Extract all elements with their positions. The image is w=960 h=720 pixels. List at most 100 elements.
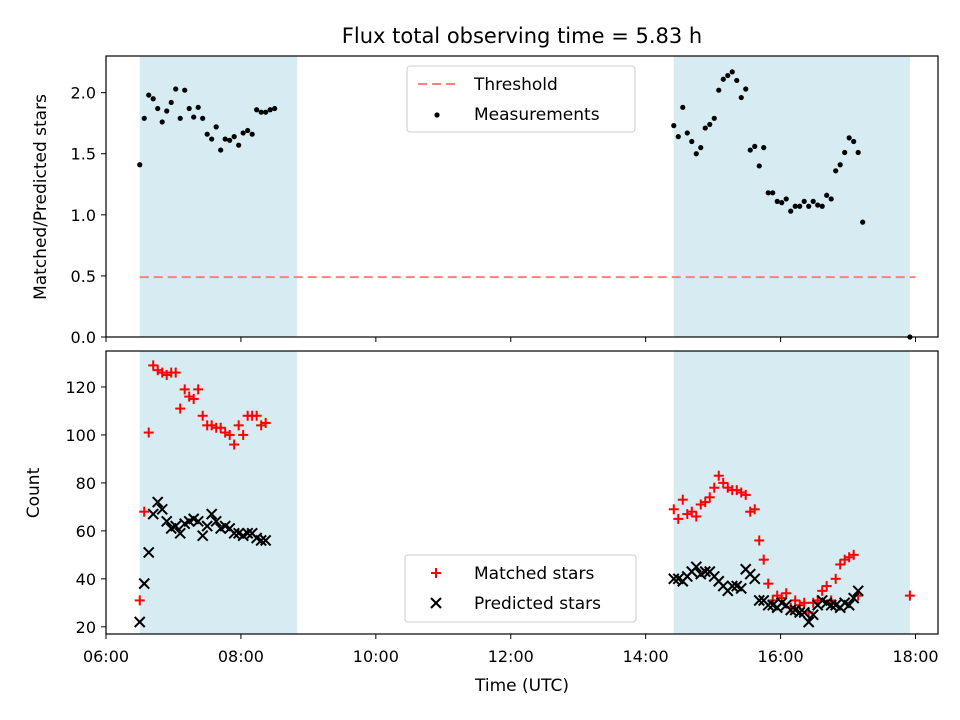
top-shaded-interval (673, 56, 910, 337)
top-shaded-interval (139, 56, 298, 337)
predicted-star-point-b (825, 599, 837, 611)
bottom-y-tick-label: 100 (65, 426, 96, 445)
measurement-point (240, 130, 246, 136)
predicted-star-point (134, 616, 146, 628)
measurement-point (150, 96, 156, 102)
matched-star-point (754, 535, 765, 546)
top-shaded-intervals (139, 56, 910, 337)
predicted-star-point-b (134, 616, 146, 628)
predicted-star-point-b (838, 597, 851, 609)
predicted-star-point (807, 609, 819, 621)
predicted-star-point-b (174, 527, 186, 539)
predicted-star-point-b (219, 520, 231, 532)
matched-star-point (215, 422, 226, 433)
predicted-star-point-b (201, 520, 213, 532)
matched-star-point (686, 506, 697, 517)
predicted-star-point-b (753, 594, 765, 607)
measurement-point (689, 138, 695, 145)
measurement-point (267, 107, 273, 113)
measurement-point (716, 87, 722, 93)
predicted-star-point (699, 565, 711, 578)
predicted-star-point-b (250, 532, 263, 544)
matched-star-point (238, 429, 249, 440)
measurement-point (186, 105, 192, 112)
bottom-shaded-interval (673, 351, 910, 634)
measurement-point (155, 105, 161, 112)
bottom-y-ticks: 20 40 60 80 100 120 (65, 378, 106, 637)
figure-title: Flux total observing time = 5.83 h (342, 24, 702, 48)
predicted-star-point (196, 529, 209, 542)
measurement-point (272, 105, 278, 112)
measurement-point (231, 134, 237, 140)
matched-star-point (848, 549, 859, 560)
measurement-point (200, 115, 206, 121)
measurement-point (855, 149, 861, 156)
legend-predicted-swatch (430, 597, 442, 609)
measurement-point (810, 198, 816, 204)
predicted-star-point (785, 604, 797, 616)
measurement-point (258, 109, 264, 115)
measurement-point (846, 135, 852, 141)
measurement-point (182, 87, 188, 93)
matched-star-point (790, 595, 801, 606)
predicted-star-point-b (731, 580, 743, 592)
matched-star-point (704, 492, 715, 503)
top-legend-box (406, 65, 636, 133)
predicted-star-point (726, 580, 738, 592)
measurement-point (693, 151, 699, 157)
matched-star-point (677, 494, 688, 505)
matched-star-point (143, 427, 154, 438)
predicted-star-point-b (798, 606, 810, 619)
matched-star-point (193, 384, 204, 395)
predicted-star-point (798, 606, 810, 619)
predicted-star-point-b (170, 520, 182, 532)
measurement-point (218, 147, 224, 153)
legend-threshold-label: Threshold (473, 75, 558, 95)
measurement-point (725, 72, 731, 79)
bottom-y-tick-label: 120 (65, 378, 96, 397)
bottom-y-axis-label: Count (24, 467, 44, 518)
measurement-point (711, 115, 717, 121)
top-y-ticks: 0.0 0.5 1.0 1.5 2.0 (71, 84, 106, 347)
predicted-star-point (259, 534, 272, 547)
top-axes-frame (105, 55, 939, 338)
top-panel: 0.00.51.01.52.0 Matched/Predicted stars … (31, 55, 939, 347)
predicted-star-point-b (776, 597, 788, 609)
measurement-point (779, 200, 785, 206)
matched-star-point (224, 429, 235, 440)
measurement-point (761, 145, 767, 151)
measurement-point (204, 131, 210, 137)
predicted-star-point-b (228, 527, 240, 539)
legend-predicted-marker-b (430, 597, 442, 609)
matched-star-point (188, 393, 199, 404)
bottom-x-tick-label: 12:00 (488, 647, 534, 666)
measurement-point (177, 115, 183, 121)
predicted-star-point (794, 606, 806, 619)
predicted-star-point-b (668, 573, 680, 585)
predicted-star-point-b (255, 534, 267, 547)
predicted-star-point-b (735, 582, 747, 595)
matched-star-point (175, 403, 186, 414)
predicted-star-point (852, 585, 864, 597)
measurement-point (819, 203, 825, 209)
measurement-point (236, 142, 242, 148)
matched-star-point (139, 506, 150, 517)
measurement-point (851, 138, 857, 145)
bottom-legend-box (404, 554, 637, 623)
measurement-point (842, 149, 848, 156)
measurement-point (671, 123, 677, 129)
measurement-point (245, 127, 251, 134)
measurement-point (747, 147, 753, 153)
measurement-point (837, 162, 843, 168)
matched-star-point (781, 588, 792, 599)
bottom-x-tick-label: 08:00 (218, 647, 264, 666)
matched-star-point (260, 417, 271, 428)
measurement-point (770, 190, 776, 196)
legend-measurements-label: Measurements (474, 105, 600, 125)
matched-star-point (709, 482, 720, 493)
top-y-tick-label: 0.0 (71, 328, 96, 347)
matched-star-point (691, 511, 702, 522)
predicted-star-point-b (789, 604, 801, 616)
predicted-star-point-b (152, 496, 164, 508)
matched-star-point (229, 439, 240, 450)
